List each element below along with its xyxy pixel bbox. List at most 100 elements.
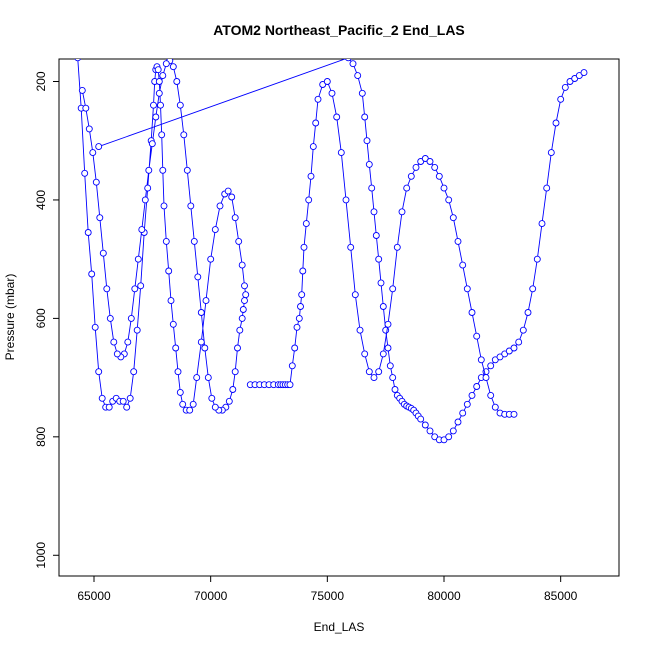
data-point <box>174 368 182 376</box>
plot-frame <box>58 58 620 577</box>
data-point <box>365 368 373 376</box>
data-point <box>234 344 241 352</box>
data-point <box>538 220 546 228</box>
data-point <box>167 297 175 305</box>
data-point <box>487 362 495 370</box>
data-point <box>468 309 476 316</box>
data-point <box>407 172 415 180</box>
data-point <box>297 303 304 310</box>
data-point <box>231 368 239 376</box>
data-point <box>211 403 219 411</box>
data-point <box>158 131 166 139</box>
data-point <box>180 131 188 139</box>
data-point <box>426 158 434 165</box>
data-point <box>519 326 527 334</box>
data-point <box>127 314 135 322</box>
data-point <box>351 291 359 299</box>
data-point <box>145 166 153 174</box>
data-point <box>241 297 248 305</box>
data-point <box>155 78 163 85</box>
data-point <box>328 89 336 97</box>
y-tick-label: 400 <box>34 190 48 210</box>
data-point <box>91 323 99 331</box>
data-point <box>459 409 467 417</box>
data-point <box>176 101 184 109</box>
data-point <box>134 255 142 263</box>
data-point <box>298 291 306 299</box>
data-point <box>372 232 380 239</box>
data-point <box>225 397 233 405</box>
series-2-line <box>98 59 585 441</box>
data-point <box>342 196 350 204</box>
data-point <box>510 410 518 418</box>
data-point <box>363 137 371 145</box>
data-point <box>119 397 127 405</box>
data-point <box>347 243 355 251</box>
data-point <box>314 95 322 103</box>
y-tick-label: 1000 <box>34 542 48 569</box>
data-point <box>312 119 320 127</box>
chart-title: ATOM2 Northeast_Pacific_2 End_LAS <box>213 22 465 38</box>
data-point <box>379 303 387 310</box>
x-tick-label: 80000 <box>427 589 461 603</box>
data-point <box>211 226 219 234</box>
data-point <box>84 229 92 236</box>
data-point <box>552 119 560 127</box>
y-axis: 200 400 600 800 1000 <box>34 71 59 569</box>
data-point <box>384 320 392 328</box>
data-point <box>440 184 448 192</box>
data-point <box>487 391 495 399</box>
data-point <box>159 72 167 80</box>
data-point <box>403 184 411 192</box>
data-point <box>96 214 104 222</box>
data-point <box>454 237 462 245</box>
data-point <box>179 400 187 408</box>
data-point <box>98 394 106 402</box>
data-point <box>307 172 315 180</box>
data-point <box>239 306 247 313</box>
data-point <box>236 326 244 334</box>
data-point <box>74 59 81 62</box>
data-point <box>454 418 462 426</box>
data-point <box>229 386 237 393</box>
data-point <box>242 291 250 299</box>
data-point <box>533 255 541 263</box>
data-point <box>155 89 163 97</box>
data-point <box>491 403 499 411</box>
data-point <box>133 326 141 334</box>
x-tick-label: 75000 <box>311 589 345 603</box>
data-point <box>190 237 198 245</box>
data-point <box>105 403 113 411</box>
data-point <box>95 143 103 151</box>
data-point <box>81 169 89 177</box>
data-point <box>216 202 224 210</box>
data-point <box>157 101 164 109</box>
data-point <box>468 391 476 399</box>
data-point <box>131 285 139 293</box>
data-point <box>95 368 103 376</box>
data-point <box>561 83 569 91</box>
data-point <box>288 362 296 370</box>
data-point <box>431 163 439 171</box>
data-point <box>295 314 303 322</box>
data-point <box>391 386 399 393</box>
data-point <box>197 338 205 346</box>
data-point <box>305 196 313 204</box>
data-point <box>148 140 156 148</box>
data-point <box>524 309 532 316</box>
data-point <box>193 374 201 382</box>
data-point <box>162 60 170 68</box>
data-point <box>138 226 146 234</box>
data-point <box>482 374 490 382</box>
data-point <box>368 184 376 192</box>
x-tick-label: 65000 <box>77 589 111 603</box>
data-point <box>141 196 149 204</box>
data-point <box>473 332 481 340</box>
data-point <box>85 125 93 133</box>
data-point <box>361 113 369 121</box>
data-point <box>238 314 246 322</box>
data-point <box>473 383 481 390</box>
data-point <box>449 214 457 222</box>
data-point <box>459 261 467 269</box>
